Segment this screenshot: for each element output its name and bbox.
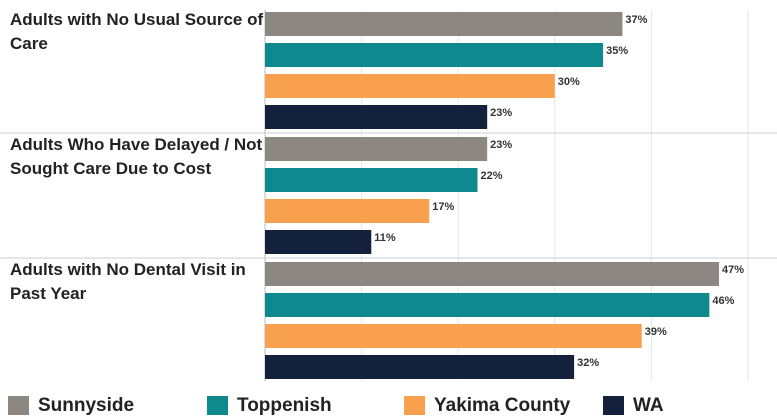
legend-label: Toppenish (237, 395, 332, 416)
value-label: 30% (558, 76, 580, 88)
bar (265, 355, 575, 379)
value-label: 37% (625, 14, 647, 26)
bar (265, 230, 372, 254)
category-label: Adults Who Have Delayed / Not Sought Car… (10, 135, 263, 178)
bar (265, 105, 488, 129)
bar (265, 262, 720, 286)
bar (265, 293, 710, 317)
legend-swatch (404, 396, 425, 415)
bar (265, 43, 604, 67)
bar (265, 74, 555, 98)
bar (265, 199, 430, 223)
value-label: 46% (712, 295, 734, 307)
category-label: Adults with No Dental Visit in Past Year (10, 260, 246, 303)
legend-swatch (8, 396, 29, 415)
legend-label: WA (633, 395, 664, 416)
legend-label: Sunnyside (38, 395, 134, 416)
value-label: 23% (490, 107, 512, 119)
bar (265, 168, 478, 192)
value-label: 22% (481, 170, 503, 182)
category-label: Adults with No Usual Source of Care (10, 10, 264, 53)
bar (265, 137, 488, 161)
value-label: 23% (490, 139, 512, 151)
value-label: 11% (374, 232, 396, 244)
bar (265, 12, 623, 36)
bar (265, 324, 642, 348)
value-label: 39% (645, 326, 667, 338)
value-label: 35% (606, 45, 628, 57)
value-label: 32% (577, 357, 599, 369)
legend-swatch (207, 396, 228, 415)
value-label: 17% (432, 201, 454, 213)
legend-label: Yakima County (434, 395, 571, 416)
legend-swatch (603, 396, 624, 415)
value-label: 47% (722, 264, 744, 276)
